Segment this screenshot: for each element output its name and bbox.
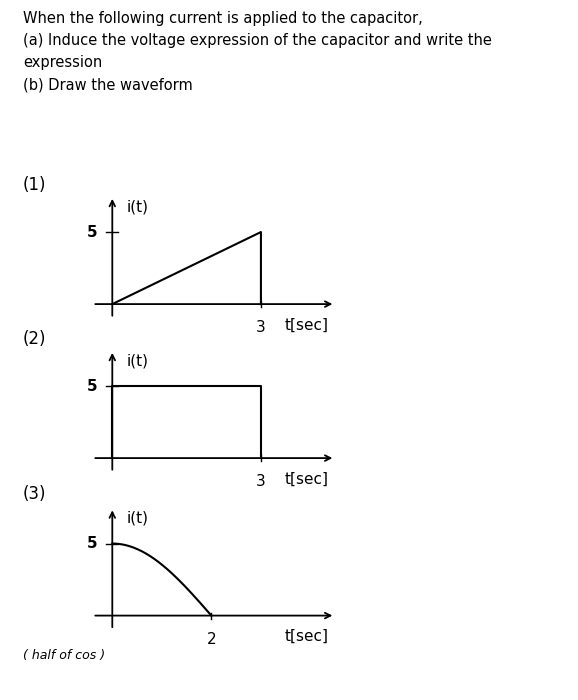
Text: t[sec]: t[sec] [284,318,328,332]
Text: 3: 3 [256,320,266,335]
Text: (1): (1) [23,176,47,195]
Text: 3: 3 [256,474,266,489]
Text: ( half of cos ): ( half of cos ) [23,650,105,662]
Text: i(t): i(t) [127,354,149,368]
Text: 5: 5 [87,225,98,239]
Text: 5: 5 [87,536,98,551]
Text: (2): (2) [23,330,47,349]
Text: i(t): i(t) [127,511,149,526]
Text: t[sec]: t[sec] [284,629,328,644]
Text: 2: 2 [206,631,216,647]
Text: When the following current is applied to the capacitor,
(a) Induce the voltage e: When the following current is applied to… [23,10,492,92]
Text: i(t): i(t) [127,199,149,214]
Text: t[sec]: t[sec] [284,472,328,486]
Text: 5: 5 [87,379,98,393]
Text: (3): (3) [23,485,47,503]
